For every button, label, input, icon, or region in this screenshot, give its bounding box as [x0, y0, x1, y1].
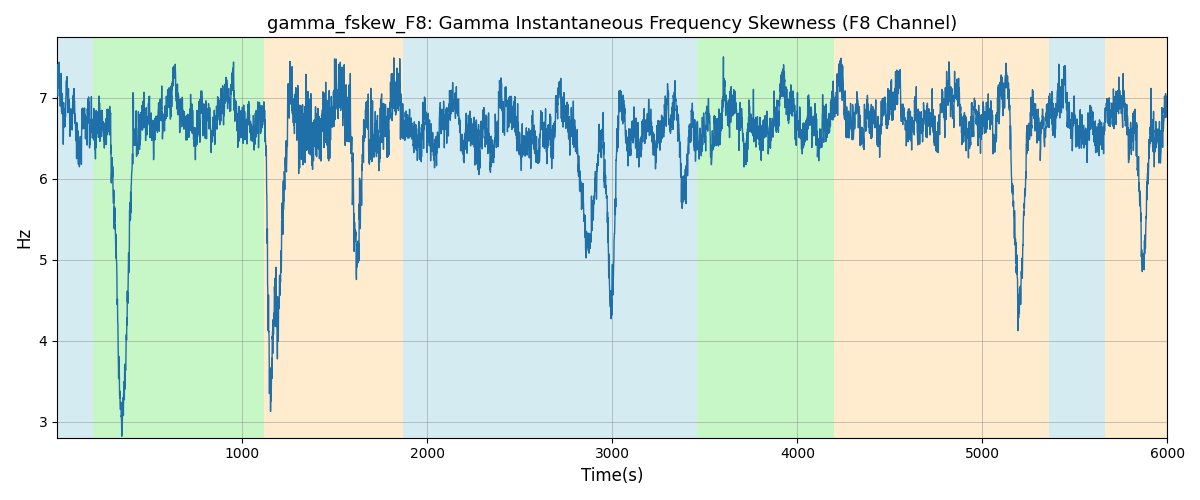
- X-axis label: Time(s): Time(s): [581, 467, 643, 485]
- Bar: [834, 38, 1049, 438]
- Title: gamma_fskew_F8: Gamma Instantaneous Frequency Skewness (F8 Channel): gamma_fskew_F8: Gamma Instantaneous Freq…: [268, 15, 958, 34]
- Bar: [403, 38, 677, 438]
- Bar: [94, 38, 264, 438]
- Bar: [264, 38, 403, 438]
- Bar: [1049, 38, 1104, 438]
- Y-axis label: Hz: Hz: [16, 227, 34, 248]
- Bar: [1104, 38, 1168, 438]
- Bar: [677, 38, 697, 438]
- Bar: [697, 38, 834, 438]
- Bar: [58, 38, 94, 438]
